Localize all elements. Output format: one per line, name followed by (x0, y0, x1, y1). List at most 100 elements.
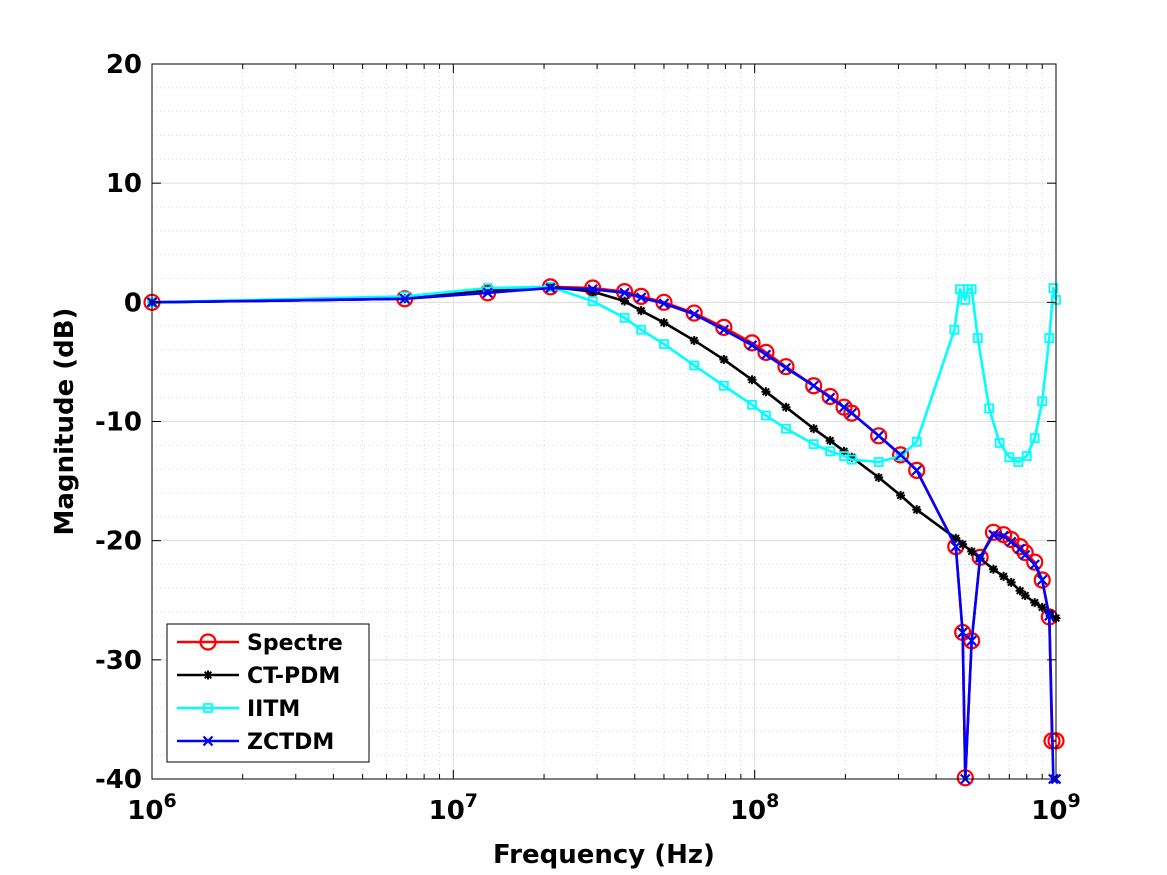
data-point-ct-pdm (809, 424, 819, 434)
data-point-iitm (873, 457, 884, 467)
data-point-zctdm (1044, 610, 1055, 622)
data-point-ct-pdm (689, 335, 699, 345)
x-tick-labels: 106 107 108 109 (127, 790, 1080, 826)
data-point-ct-pdm (825, 436, 835, 446)
data-point-zctdm (957, 627, 968, 638)
data-point-ct-pdm (1020, 590, 1030, 600)
data-point-spectre (685, 304, 703, 322)
data-point-zctdm (718, 324, 730, 336)
data-point-ct-pdm (999, 571, 1009, 581)
data-point-iitm (972, 333, 983, 343)
data-point-zctdm (838, 401, 850, 413)
data-point-iitm (718, 380, 729, 391)
legend-swatch-marker (199, 633, 217, 651)
data-point-ct-pdm (781, 402, 791, 412)
data-point-zctdm (998, 530, 1009, 542)
legend-item-ct-pdm: CT-PDM (177, 664, 340, 689)
data-point-ct-pdm (988, 564, 998, 574)
data-point-iitm (1037, 396, 1048, 407)
data-point-iitm (619, 312, 630, 323)
data-point-ct-pdm (1037, 602, 1047, 612)
data-point-zctdm (808, 380, 819, 392)
data-point-iitm (846, 454, 857, 465)
data-point-spectre (743, 334, 761, 352)
series-zctdm (146, 282, 1062, 785)
data-point-iitm (984, 403, 995, 414)
data-point-iitm (1004, 452, 1015, 463)
data-point-zctdm (399, 293, 411, 305)
data-point-iitm (825, 446, 836, 457)
data-point-ct-pdm (1006, 577, 1016, 587)
y-tick-label: 10 (106, 169, 142, 199)
y-axis-title: Magnitude (dB) (50, 308, 80, 536)
data-point-zctdm (824, 392, 836, 403)
x-tick-base: 10 (127, 796, 163, 826)
data-point-zctdm (619, 287, 630, 299)
x-tick-label: 107 (429, 790, 478, 826)
data-point-zctdm (635, 292, 647, 303)
data-point-iitm (781, 423, 791, 434)
data-point-ct-pdm (967, 546, 977, 556)
data-point-iitm (911, 436, 922, 447)
data-point-zctdm (950, 541, 962, 552)
legend-label: CT-PDM (247, 664, 340, 689)
data-point-iitm (587, 296, 598, 307)
data-point-zctdm (846, 407, 858, 419)
x-tick-exponent: 8 (766, 790, 779, 812)
data-point-spectre (777, 358, 795, 376)
data-point-spectre (805, 377, 823, 395)
data-point-zctdm (545, 282, 556, 294)
data-point-ct-pdm (636, 306, 646, 316)
legend-swatch-marker (202, 735, 214, 747)
y-tick-label: 20 (106, 50, 142, 80)
data-point-iitm (808, 439, 819, 450)
y-tick-label: -20 (95, 527, 142, 557)
legend-box (166, 623, 370, 763)
data-point-iitm (949, 324, 960, 335)
y-tick-label: 0 (124, 288, 142, 318)
data-point-zctdm (1005, 536, 1017, 548)
data-point-iitm (1029, 433, 1040, 444)
data-point-ct-pdm (719, 355, 729, 365)
axis-ticks (151, 63, 1057, 780)
legend-label: IITM (247, 697, 300, 722)
data-point-iitm (895, 451, 906, 461)
data-point-zctdm (760, 349, 772, 361)
legend-item-iitm: IITM (177, 697, 300, 722)
x-tick-base: 10 (429, 796, 465, 826)
data-point-ct-pdm (620, 296, 630, 306)
data-point-iitm (659, 339, 669, 349)
data-point-ct-pdm (896, 490, 906, 500)
legend-swatch-marker (203, 703, 213, 713)
data-point-zctdm (988, 529, 999, 540)
data-point-iitm (1021, 451, 1032, 461)
data-point-zctdm (974, 552, 986, 563)
data-point-iitm (545, 281, 556, 292)
data-point-ct-pdm (588, 287, 598, 297)
data-point-iitm (1048, 283, 1059, 293)
x-axis-title: Frequency (Hz) (493, 840, 715, 870)
x-tick-exponent: 6 (163, 790, 176, 812)
data-point-iitm (966, 284, 977, 295)
series-line-iitm (151, 285, 1058, 464)
x-tick-base: 10 (730, 796, 766, 826)
data-point-ct-pdm (747, 375, 757, 385)
data-point-zctdm (688, 308, 700, 320)
data-point-spectre (1033, 571, 1051, 589)
data-point-iitm (689, 360, 700, 371)
data-point-iitm (1013, 457, 1024, 467)
legend-label: ZCTDM (247, 730, 334, 755)
legend-label: Spectre (247, 631, 343, 656)
data-point-ct-pdm (483, 285, 493, 295)
data-point-spectre (715, 318, 733, 336)
x-tick-label: 106 (127, 790, 176, 826)
legend-swatch-marker (203, 670, 213, 680)
legend-item-zctdm: ZCTDM (177, 730, 334, 755)
data-point-spectre (1026, 553, 1044, 571)
data-point-spectre (870, 427, 888, 445)
data-point-iitm (636, 324, 647, 335)
x-tick-label: 108 (730, 790, 779, 826)
data-point-zctdm (1036, 574, 1048, 586)
data-point-zctdm (895, 449, 906, 461)
